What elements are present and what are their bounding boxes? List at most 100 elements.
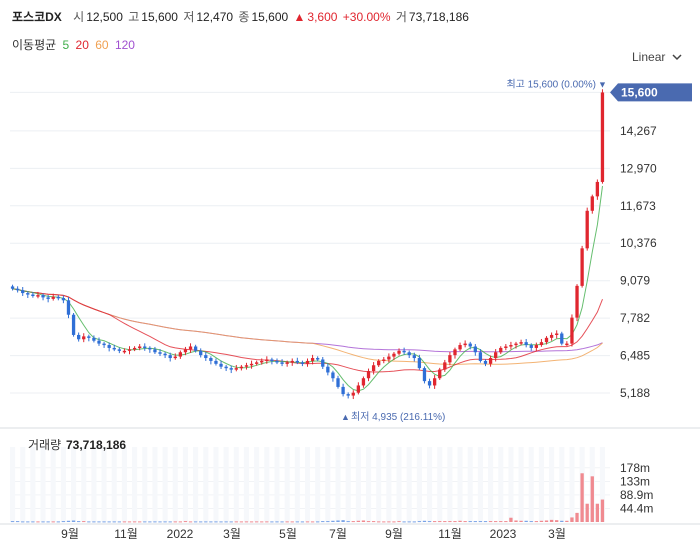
- volume-bar: [341, 520, 345, 522]
- volume-bar: [366, 521, 371, 523]
- scale-selector[interactable]: Linear: [632, 50, 682, 64]
- volume-stripe: [40, 447, 46, 522]
- volume-stripe: [569, 447, 575, 522]
- volume-stripe: [193, 447, 199, 522]
- close-label: 종: [238, 10, 250, 24]
- candle-body: [102, 343, 106, 346]
- volume-bar: [224, 521, 228, 523]
- volume-bar: [10, 521, 15, 523]
- candle-body: [443, 362, 447, 370]
- candle-body: [46, 297, 50, 299]
- volume-bar: [239, 521, 244, 523]
- volume-bar: [122, 521, 127, 523]
- volume-bar: [229, 521, 233, 523]
- volume-bar: [249, 521, 254, 523]
- time-tick-label: 2023: [490, 527, 517, 541]
- volume-stripe: [10, 447, 16, 522]
- volume-bar: [331, 520, 335, 522]
- volume-bar: [560, 520, 564, 522]
- volume-bar: [590, 476, 594, 522]
- volume-stripe: [508, 447, 514, 522]
- candle-body: [122, 350, 127, 353]
- candle-body: [163, 353, 167, 356]
- volume-bar: [219, 521, 223, 523]
- volume-bar: [575, 512, 579, 522]
- volume-bar: [51, 521, 55, 523]
- volume-stripe: [264, 447, 270, 522]
- low-arrow-icon: ▲: [341, 412, 350, 422]
- candle-body: [402, 350, 406, 353]
- volume-stripe: [416, 447, 422, 522]
- candle-body: [51, 296, 55, 299]
- candle-body: [448, 355, 452, 363]
- volume-bar: [270, 521, 274, 523]
- volume-bars: [10, 473, 605, 523]
- candle-body: [331, 372, 335, 379]
- volume-stripe: [294, 447, 300, 522]
- volume-bar: [290, 521, 294, 523]
- volume-tick-label: 88.9m: [620, 488, 653, 502]
- volume-stripe: [599, 447, 605, 522]
- candle-body: [270, 359, 274, 361]
- volume-stripe: [518, 447, 524, 522]
- candle-body: [336, 378, 340, 387]
- candle-body: [132, 347, 137, 350]
- volume-bar: [168, 521, 172, 523]
- volume-bar: [97, 521, 101, 523]
- candle-body: [463, 343, 467, 346]
- volume-bar: [214, 521, 218, 523]
- volume-bar: [544, 520, 549, 522]
- volume-bar: [387, 521, 391, 523]
- volume-stripe: [152, 447, 158, 522]
- volume-bar: [285, 521, 289, 523]
- candle-body: [575, 285, 579, 318]
- volume-bar: [300, 521, 305, 523]
- candle-body: [280, 362, 284, 364]
- price-tick-label: 9,079: [620, 274, 650, 288]
- high-annotation: 최고 15,600 (0.00%): [506, 78, 596, 90]
- candle-body: [188, 346, 193, 350]
- volume-bar: [46, 521, 50, 523]
- candle-body: [356, 385, 361, 393]
- volume-bar: [138, 521, 142, 523]
- candle-body: [427, 381, 432, 386]
- volume-bar: [71, 520, 76, 522]
- candle-body: [249, 363, 254, 366]
- volume-bar: [275, 521, 279, 523]
- volume-bar: [356, 520, 361, 522]
- volume-stripe: [315, 447, 321, 522]
- volume-stripe: [71, 447, 77, 522]
- volume-stripe: [406, 447, 412, 522]
- candle-body: [519, 342, 523, 344]
- volume-bar: [402, 521, 406, 523]
- volume-bar: [326, 521, 330, 523]
- volume-bar: [585, 503, 589, 522]
- volume-bar: [422, 520, 427, 522]
- candle-body: [10, 286, 15, 289]
- candle-body: [478, 352, 483, 361]
- current-price-label: 15,600: [621, 85, 658, 99]
- candle-body: [158, 352, 162, 354]
- volume-stripe: [121, 447, 127, 522]
- volume-stripe: [20, 447, 26, 522]
- volume-bar: [377, 521, 381, 523]
- candle-body: [183, 349, 188, 353]
- ma-120: 120: [114, 38, 135, 52]
- high-label: 고: [128, 10, 140, 24]
- candle-body: [565, 343, 569, 346]
- volume-bar: [15, 521, 20, 523]
- ma-20: 20: [75, 38, 89, 52]
- candle-body: [300, 362, 305, 364]
- candle-body: [31, 294, 35, 297]
- time-tick-label: 7월: [329, 527, 347, 541]
- candle-body: [87, 336, 91, 338]
- candle-body: [387, 356, 391, 360]
- candle-body: [97, 340, 101, 344]
- open-label: 시: [73, 10, 85, 24]
- volume-bar: [458, 520, 462, 522]
- candle-body: [295, 360, 299, 363]
- price-grid: [10, 91, 610, 394]
- ma-60-line: [12, 288, 603, 365]
- candle-body: [524, 342, 528, 346]
